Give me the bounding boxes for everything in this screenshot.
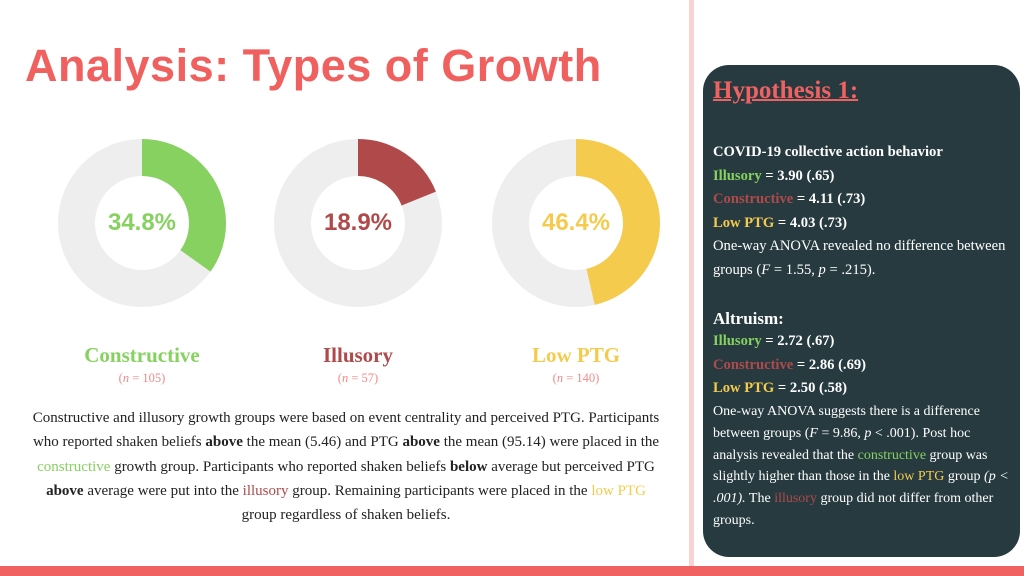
n-illusory: (n = 57) [337,371,379,385]
section-title: COVID-19 collective action behavior [713,144,943,160]
percent-label: 34.8% [107,209,177,236]
donut-segment [492,139,660,307]
stat-row: Low PTG = 2.50 (.58) [713,380,847,397]
donut-low-ptg: 46.4% [491,138,661,308]
label-low-ptg: Low PTG [531,343,621,367]
n-constructive: (n = 105) [118,371,166,385]
section-altruism: Altruism: Illusory = 2.72 (.67) Construc… [713,307,1010,532]
n-low-ptg: (n = 140) [552,371,600,385]
section-title: Altruism: [713,308,784,328]
percent-label: 18.9% [323,209,393,236]
hypothesis-panel: Hypothesis 1: COVID-19 collective action… [703,65,1020,557]
section-note: One-way ANOVA revealed no difference bet… [713,238,1006,278]
description-paragraph: Constructive and illusory growth groups … [32,410,660,524]
bottom-accent-bar [0,566,1024,576]
donut-segment [58,139,226,307]
panel-heading: Hypothesis 1: [713,77,859,104]
page-title: Analysis: Types of Growth [25,40,602,91]
label-constructive: Constructive [84,343,200,367]
percent-label: 46.4% [541,209,611,236]
stat-row: Illusory = 2.72 (.67) [713,333,835,350]
donut-constructive: 34.8% [57,138,227,308]
stat-row: Low PTG = 4.03 (.73) [713,214,847,231]
section-note: One-way ANOVA suggests there is a differ… [713,403,1009,528]
donut-segment [274,139,442,307]
donut-illusory: 18.9% [273,138,443,308]
stat-row: Constructive = 4.11 (.73) [713,191,866,208]
stat-row: Illusory = 3.90 (.65) [713,167,835,184]
section-covid: COVID-19 collective action behavior Illu… [713,141,1010,283]
stat-row: Constructive = 2.86 (.69) [713,356,867,373]
divider [689,0,694,566]
label-illusory: Illusory [322,343,393,367]
